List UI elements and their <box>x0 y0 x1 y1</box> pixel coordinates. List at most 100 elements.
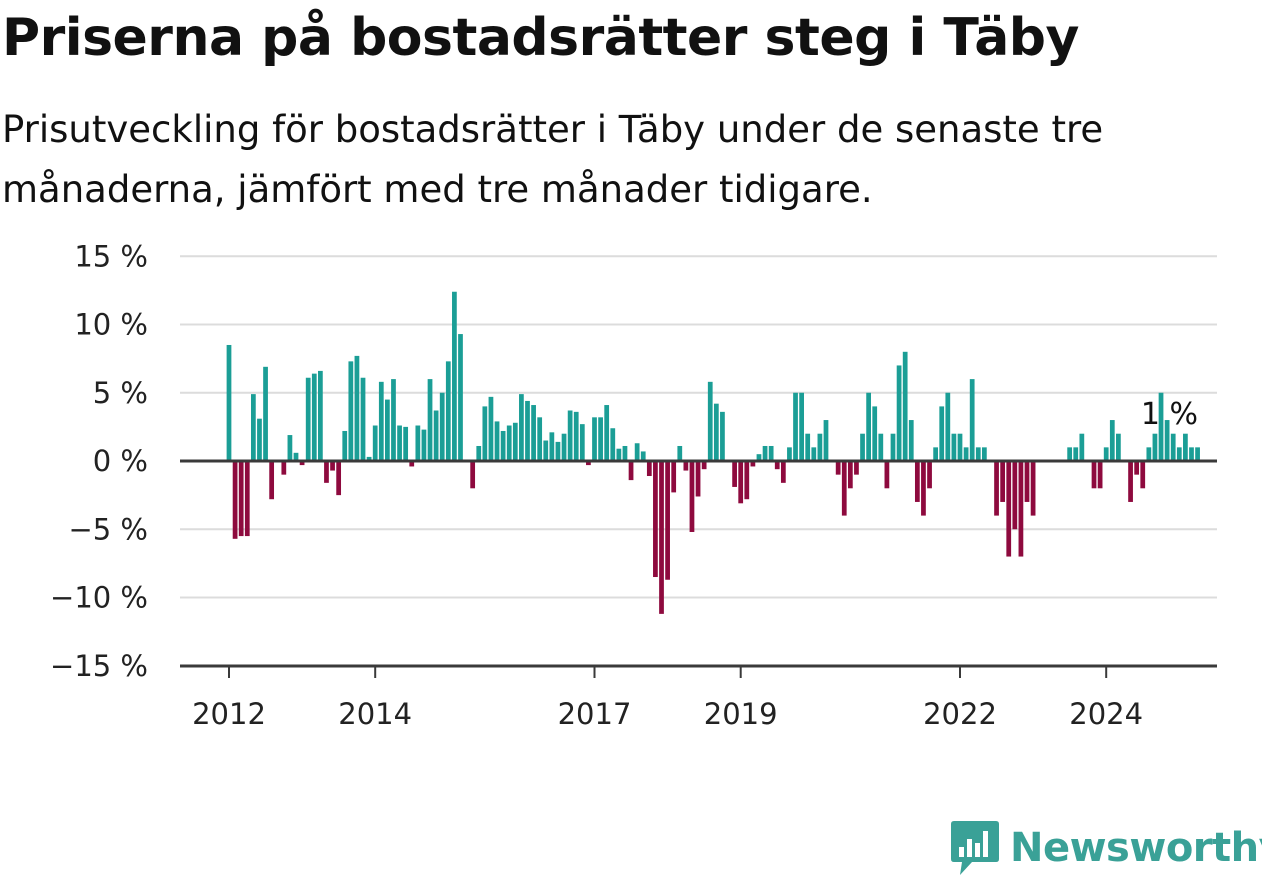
bar <box>244 461 250 537</box>
bar <box>537 417 543 461</box>
bar <box>458 334 463 461</box>
chart-title: Priserna på bostadsrätter steg i Täby <box>2 8 1079 68</box>
bar <box>640 451 646 461</box>
bar <box>701 461 707 470</box>
bar <box>555 441 561 461</box>
bar <box>567 410 573 461</box>
bar <box>695 461 701 497</box>
x-tick-label: 2022 <box>923 697 997 731</box>
bar <box>847 461 853 489</box>
bar <box>975 447 981 461</box>
bar <box>336 461 342 496</box>
bar <box>378 381 384 461</box>
bar <box>689 461 695 532</box>
bar <box>762 445 768 461</box>
bar <box>939 406 945 461</box>
bar <box>1146 447 1152 461</box>
bar <box>646 461 652 477</box>
newsworthy-logo-icon <box>951 821 999 875</box>
bar <box>841 461 847 516</box>
tick-labels: 15 % 10 % 5 % 0 % −5 % −10 % −15 % 2012 2014 2017… <box>50 239 1198 731</box>
bar <box>445 361 451 461</box>
bar <box>360 377 366 461</box>
bar <box>299 461 305 466</box>
bar <box>427 379 433 461</box>
bar <box>238 461 244 537</box>
bar <box>616 448 622 461</box>
bar <box>433 410 439 461</box>
bar <box>1109 420 1115 461</box>
bar <box>1128 461 1133 502</box>
bar <box>324 461 329 483</box>
bar <box>860 433 865 461</box>
y-tick-label: 10 % <box>74 308 148 342</box>
bar <box>963 447 969 461</box>
bar <box>866 392 871 461</box>
y-tick-label: −15 % <box>50 649 148 683</box>
y-tick-label: 15 % <box>74 239 148 273</box>
bar <box>232 461 238 539</box>
bar <box>835 461 841 475</box>
bar <box>579 424 585 461</box>
bar <box>385 399 390 461</box>
bar <box>512 422 518 461</box>
bar <box>573 411 579 461</box>
bar <box>561 433 567 461</box>
bar <box>1097 461 1103 489</box>
bar <box>896 365 902 461</box>
axes <box>180 459 1217 678</box>
bar <box>250 394 256 461</box>
bar <box>506 425 512 461</box>
bar <box>994 461 999 516</box>
bar <box>683 461 689 471</box>
bar <box>805 433 811 461</box>
x-tick-label: 2019 <box>704 697 778 731</box>
bar <box>318 370 323 461</box>
bar <box>439 392 445 461</box>
bar <box>452 291 457 461</box>
bar <box>1176 447 1182 461</box>
bar <box>823 420 829 461</box>
bar <box>671 461 677 493</box>
y-tick-label: 0 % <box>93 444 148 478</box>
bar <box>415 425 421 461</box>
bar <box>908 420 914 461</box>
bar <box>531 405 536 461</box>
bar <box>677 445 683 461</box>
bar <box>525 400 530 461</box>
x-tick-label: 2014 <box>338 697 412 731</box>
bar <box>354 355 360 461</box>
bar <box>793 392 798 461</box>
bar <box>391 379 396 461</box>
bar <box>713 403 719 461</box>
bar <box>482 406 488 461</box>
bar <box>628 461 634 481</box>
bar <box>902 351 908 461</box>
bar <box>403 426 409 462</box>
y-tick-label: −10 % <box>50 581 148 615</box>
y-tick-label: 5 % <box>93 376 148 410</box>
bar <box>890 433 896 461</box>
bar <box>366 456 372 461</box>
bar <box>470 461 476 489</box>
bar <box>1018 461 1024 557</box>
bar <box>397 425 402 461</box>
latest-value-label: 1 % <box>1141 397 1198 432</box>
bar <box>1140 461 1146 489</box>
bar <box>720 411 725 461</box>
x-tick-label: 2024 <box>1069 697 1143 731</box>
bar <box>1116 433 1121 461</box>
bar <box>1000 461 1006 502</box>
bar <box>951 433 957 461</box>
bar <box>634 443 640 461</box>
bar <box>287 435 293 461</box>
gridlines <box>180 255 1217 599</box>
bar <box>348 361 354 461</box>
bar <box>610 428 616 461</box>
bar <box>945 392 951 461</box>
bar <box>817 433 823 461</box>
bar <box>1158 392 1164 461</box>
newsworthy-logo: Newsworthy <box>950 818 1262 878</box>
bar <box>957 433 963 461</box>
